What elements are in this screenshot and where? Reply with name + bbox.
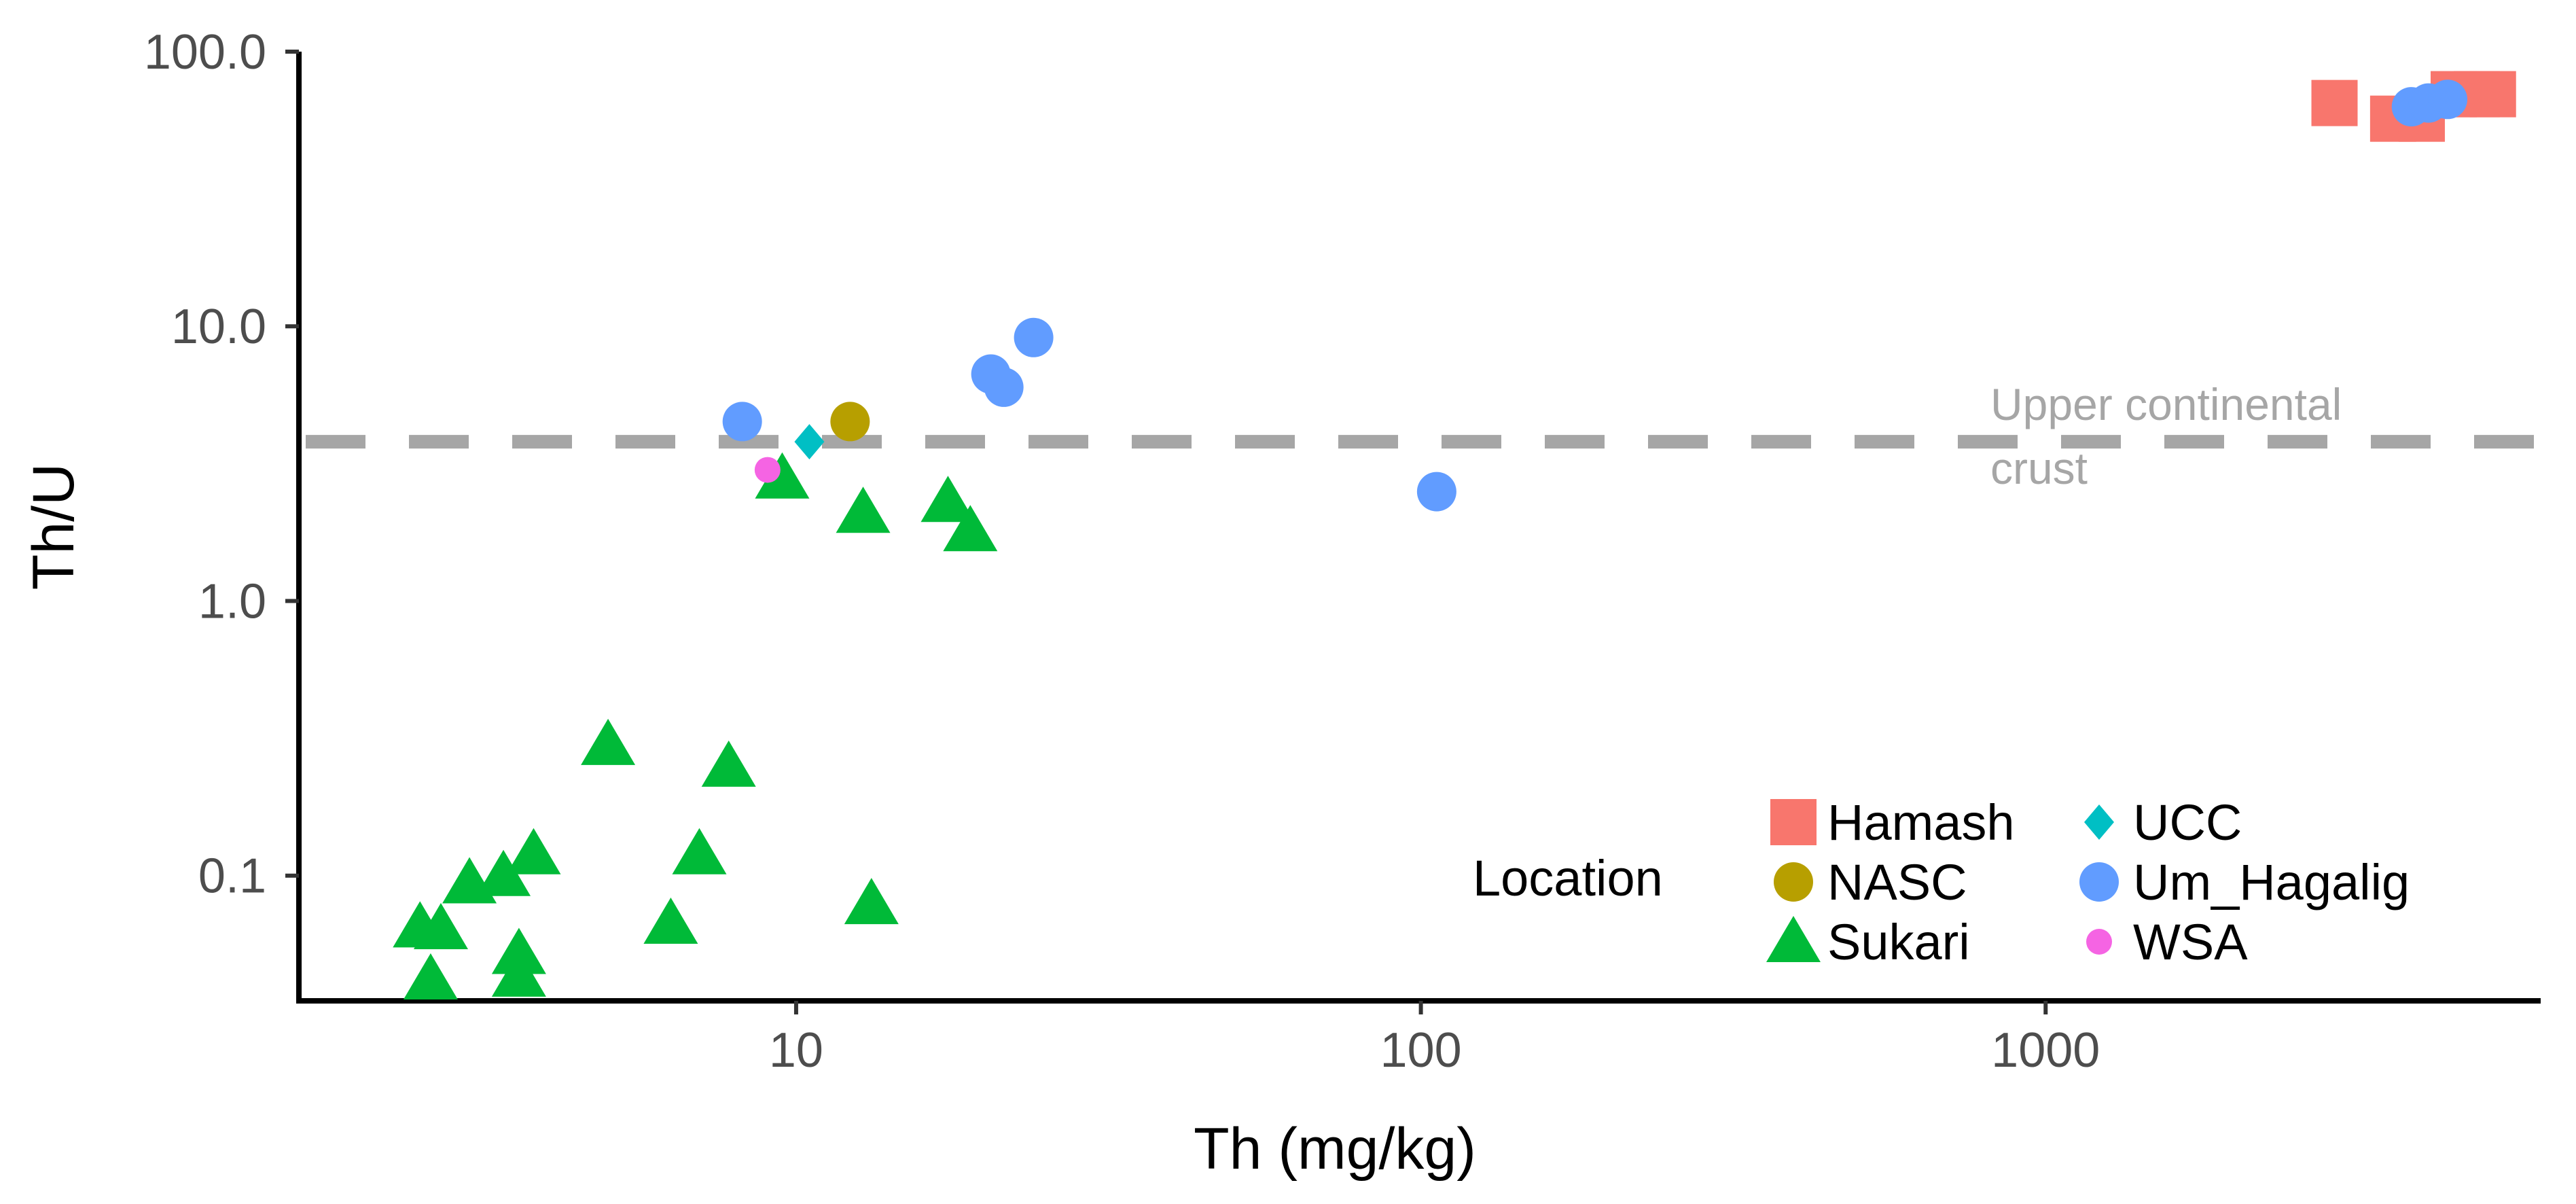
data-point-sukari [506, 828, 561, 874]
legend-key-hamash [1770, 799, 1817, 845]
y-tick-label: 0.1 [198, 849, 266, 904]
data-point-um-hagalig [1014, 317, 1054, 357]
data-point-um-hagalig [984, 367, 1024, 407]
data-point-sukari [755, 452, 810, 499]
y-axis-ticks: 0.1 1.0 10.0 100.0 [144, 25, 299, 904]
data-point-sukari [413, 903, 468, 950]
data-point-hamash [2469, 71, 2516, 118]
reference-line-label-crust: crust [1990, 443, 2088, 493]
data-point-sukari [836, 486, 891, 533]
legend-key-um-hagalig [2079, 862, 2119, 902]
x-tick-label: 10 [769, 1023, 823, 1078]
reference-line-label: Upper continental [1990, 379, 2342, 429]
data-point-um-hagalig [722, 402, 762, 442]
legend-key-sukari [1766, 916, 1821, 962]
legend-label-sukari: Sukari [1827, 914, 1970, 970]
x-tick-label: 1000 [1991, 1023, 2100, 1078]
data-point-wsa [754, 457, 781, 483]
y-tick-label: 1.0 [198, 574, 266, 628]
data-point-sukari [672, 828, 727, 874]
legend-label-um-hagalig: Um_Hagalig [2133, 854, 2410, 910]
x-axis-ticks: 10 100 1000 [769, 1001, 2100, 1078]
x-axis-title: Th (mg/kg) [1194, 1116, 1476, 1182]
data-point-sukari [643, 898, 698, 944]
data-point-um-hagalig [2428, 79, 2468, 120]
data-point-sukari [581, 718, 636, 765]
legend-key-nasc [1774, 862, 1813, 902]
data-point-um-hagalig [1416, 472, 1456, 512]
y-tick-label: 100.0 [144, 25, 266, 79]
legend-label-hamash: Hamash [1827, 794, 2015, 851]
legend-label-wsa: WSA [2133, 914, 2248, 970]
legend-title: Location [1473, 850, 1663, 906]
data-point-sukari [844, 878, 899, 925]
legend-key-wsa [2086, 929, 2112, 955]
data-point-sukari [701, 740, 756, 787]
data-point-sukari [491, 950, 546, 997]
data-point-sukari [476, 849, 531, 896]
data-point-sukari [943, 505, 998, 552]
legend-key-ucc [2084, 804, 2114, 840]
legend-label-ucc: UCC [2133, 794, 2242, 851]
data-point-sukari [403, 953, 458, 999]
data-point-ucc [794, 424, 825, 460]
data-points [393, 71, 2516, 999]
data-point-hamash [2311, 79, 2358, 126]
data-point-sukari [920, 476, 976, 523]
legend-label-nasc: NASC [1827, 854, 1967, 910]
data-point-nasc [830, 402, 870, 442]
x-tick-label: 100 [1380, 1023, 1462, 1078]
y-tick-label: 10.0 [171, 300, 266, 354]
y-axis-title: Th/U [21, 463, 86, 590]
